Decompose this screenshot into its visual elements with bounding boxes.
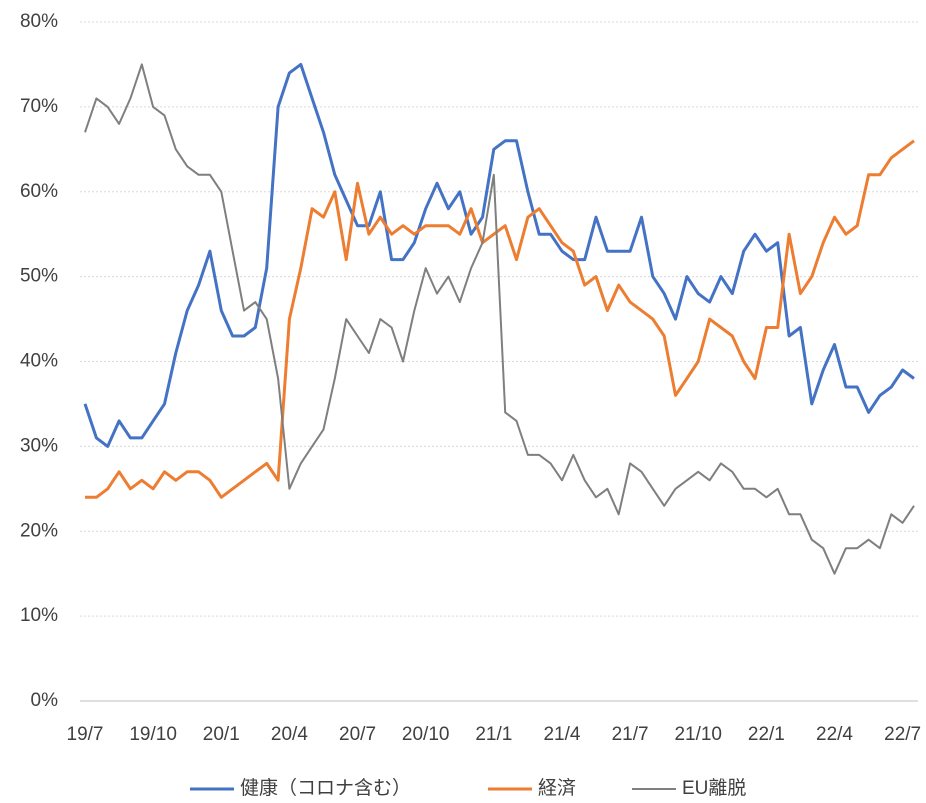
y-tick-label: 0% xyxy=(31,690,59,711)
x-tick-label: 20/10 xyxy=(402,724,450,745)
y-tick-label: 40% xyxy=(20,351,58,372)
y-tick-label: 70% xyxy=(20,96,58,117)
y-tick-label: 50% xyxy=(20,266,58,287)
x-tick-label: 20/7 xyxy=(339,724,376,745)
x-tick-label: 22/4 xyxy=(816,724,853,745)
x-tick-label: 21/1 xyxy=(475,724,512,745)
x-tick-label: 21/4 xyxy=(543,724,580,745)
x-tick-label: 20/1 xyxy=(203,724,240,745)
legend-label: EU離脱 xyxy=(682,777,746,799)
y-tick-label: 20% xyxy=(20,520,58,541)
y-tick-label: 80% xyxy=(20,11,58,32)
x-tick-label: 20/4 xyxy=(271,724,308,745)
legend-label: 経済 xyxy=(538,777,576,799)
series-line xyxy=(83,62,915,448)
x-tick-label: 22/1 xyxy=(748,724,785,745)
x-tick-label: 21/10 xyxy=(674,724,722,745)
y-tick-label: 30% xyxy=(20,435,58,456)
legend-label: 健康（コロナ含む） xyxy=(240,777,411,799)
x-tick-label: 19/10 xyxy=(129,724,177,745)
series-line xyxy=(84,63,915,575)
series-line xyxy=(85,139,915,499)
x-tick-label: 22/7 xyxy=(884,724,921,745)
x-tick-label: 19/7 xyxy=(67,724,104,745)
y-tick-label: 10% xyxy=(20,605,58,626)
y-tick-label: 60% xyxy=(20,181,58,202)
x-tick-label: 21/7 xyxy=(612,724,649,745)
